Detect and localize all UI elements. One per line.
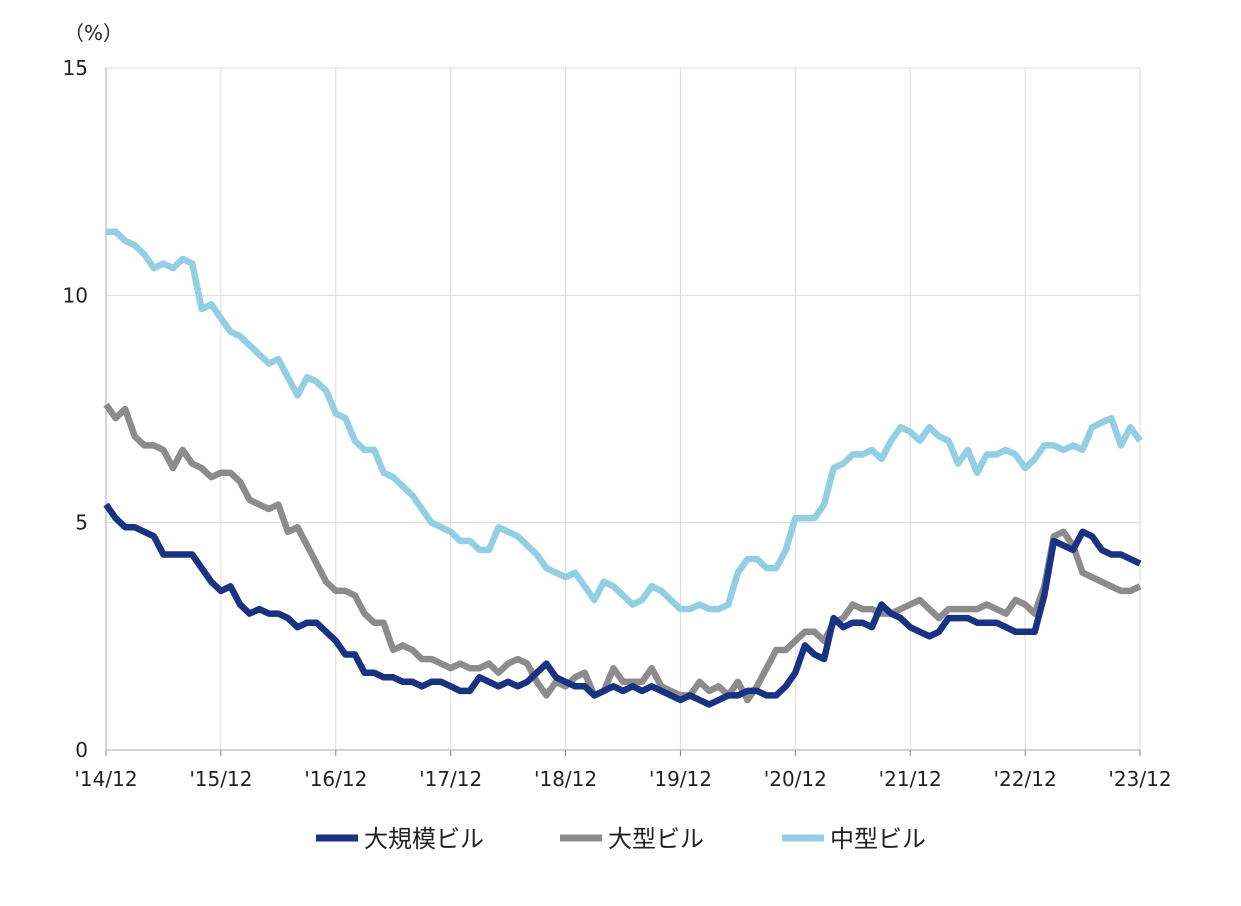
series — [103, 228, 1143, 708]
y-unit-label: （%） — [64, 21, 123, 45]
x-tick-label: '21/12 — [879, 767, 942, 791]
legend-label-2: 中型ビル — [830, 825, 926, 853]
x-tick-label: '20/12 — [764, 767, 827, 791]
x-tick-label: '18/12 — [534, 767, 597, 791]
x-tick-label: '17/12 — [419, 767, 482, 791]
x-tick-label: '14/12 — [74, 767, 137, 791]
axes: 0 5 10 15 '14/12 '15/12 '16/12 '17/12 '18/12 '19/… — [63, 56, 1172, 791]
series-line-2 — [106, 228, 1143, 613]
x-tick-label: '23/12 — [1108, 767, 1171, 791]
legend: 大規模ビル 大型ビル 中型ビル — [316, 825, 926, 853]
x-tick-label: '22/12 — [994, 767, 1057, 791]
x-tick-label: '19/12 — [649, 767, 712, 791]
y-tick-label: 5 — [75, 511, 88, 535]
y-tick-label: 0 — [75, 738, 88, 762]
legend-label-0: 大規模ビル — [364, 825, 484, 853]
x-tick-label: '15/12 — [189, 767, 252, 791]
legend-label-1: 大型ビル — [608, 825, 704, 853]
y-tick-label: 10 — [63, 283, 88, 307]
y-tick-label: 15 — [63, 56, 88, 80]
x-tick-label: '16/12 — [304, 767, 367, 791]
series-line-0 — [103, 502, 1142, 708]
series-line-1 — [103, 402, 1142, 704]
grid — [105, 67, 1141, 751]
